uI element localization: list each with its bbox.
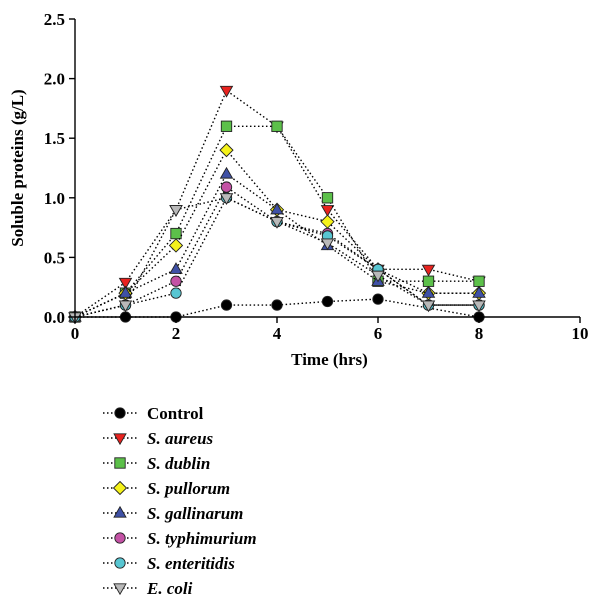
legend-label: S. pullorum (147, 479, 230, 498)
data-point (421, 300, 436, 313)
legend-item: S. dublin (103, 454, 210, 473)
legend-marker (113, 433, 127, 446)
data-point (271, 299, 283, 311)
legend-marker (114, 532, 126, 544)
legend-marker (114, 457, 126, 469)
legend-label: S. enteritidis (147, 554, 235, 573)
legend-item: S. enteritidis (103, 554, 235, 573)
series-line (74, 148, 479, 318)
data-point (473, 275, 485, 287)
legend-marker (112, 480, 128, 496)
data-point (219, 166, 234, 179)
legend-marker (114, 557, 126, 569)
legend: Control S. aureus S. dublin S. pullorum S. g… (103, 404, 257, 598)
x-tick-label: 10 (572, 324, 589, 343)
legend-marker (113, 583, 127, 596)
data-point (219, 85, 234, 98)
x-tick-label: 8 (475, 324, 484, 343)
y-tick-label: 0.5 (44, 248, 65, 267)
legend-item: E. coli (103, 579, 193, 598)
data-point (371, 270, 385, 283)
series-layer (67, 85, 487, 325)
legend-marker (114, 407, 126, 419)
data-point (118, 277, 133, 290)
series-4 (68, 166, 486, 322)
series-line (74, 172, 479, 318)
y-tick-label: 1.0 (44, 189, 65, 208)
legend-label: S. gallinarum (147, 504, 243, 523)
series-7 (68, 193, 486, 325)
legend-item: S. aureus (103, 429, 214, 448)
data-point (220, 120, 233, 132)
data-point (271, 120, 283, 132)
y-tick-label: 0.0 (44, 308, 65, 327)
series-line (74, 197, 479, 318)
legend-item: Control (103, 404, 204, 423)
legend-label: S. typhimurium (147, 529, 257, 548)
data-point (118, 286, 133, 298)
data-point (170, 227, 182, 240)
data-point (118, 300, 133, 313)
legend-label: E. coli (146, 579, 193, 598)
legend-item: S. pullorum (103, 479, 230, 498)
x-axis-title: Time (hrs) (291, 350, 368, 369)
data-point (170, 287, 182, 299)
legend-label: Control (147, 404, 204, 423)
x-tick-label: 2 (172, 324, 181, 343)
y-axis-title: Soluble proteins (g/L) (8, 89, 27, 246)
series-line (74, 196, 479, 318)
ticks-layer: 0 2 4 6 8 10 0.0 0.5 1.0 1.5 2.0 2.5 (44, 10, 589, 343)
x-tick-label: 0 (71, 324, 80, 343)
data-point (219, 142, 234, 158)
data-point (169, 262, 183, 274)
data-point (220, 299, 233, 311)
data-point (270, 202, 284, 215)
data-point (219, 193, 234, 205)
y-tick-label: 1.5 (44, 129, 65, 148)
legend-item: S. gallinarum (103, 504, 243, 523)
axes-layer (74, 19, 580, 318)
series-line (75, 298, 480, 318)
data-point (472, 286, 486, 298)
data-point (169, 205, 183, 217)
data-point (321, 295, 334, 308)
x-tick-label: 4 (273, 324, 282, 343)
legend-label: S. dublin (147, 454, 210, 473)
data-point (170, 275, 182, 287)
data-point (320, 214, 335, 229)
legend-marker (113, 505, 127, 518)
y-tick-label: 2.5 (44, 10, 65, 29)
data-point (422, 275, 435, 287)
data-point (321, 192, 334, 204)
legend-item: S. typhimurium (103, 529, 257, 548)
data-point (220, 181, 233, 193)
data-point (320, 238, 335, 251)
legend-label: S. aureus (147, 429, 214, 448)
data-point (421, 286, 436, 298)
data-point (270, 217, 284, 229)
data-point (472, 300, 486, 313)
data-point (168, 238, 184, 253)
data-point (372, 293, 384, 305)
data-point (421, 264, 436, 277)
y-tick-label: 2.0 (44, 70, 65, 89)
x-tick-label: 6 (374, 324, 383, 343)
data-point (320, 205, 335, 217)
